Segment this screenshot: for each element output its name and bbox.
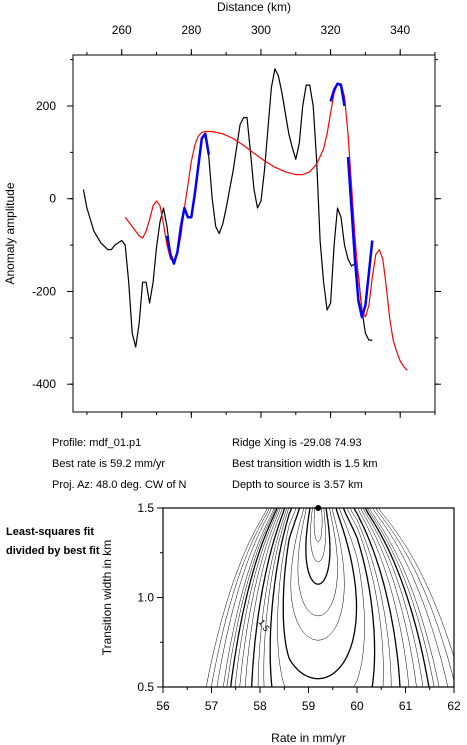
x-tick-label: 59 <box>302 699 316 713</box>
anomaly-profile-chart: 260 280 300 320 340 200 0 -200 -400 Distance (km)… <box>3 0 441 418</box>
contour-line <box>244 507 410 688</box>
model-anomaly-line <box>124 83 408 371</box>
contour-line <box>223 507 440 688</box>
projection-azimuth-label: Proj. Az: 48.0 deg. CW of N <box>52 479 187 491</box>
x-axis-title: Distance (km) <box>217 0 291 14</box>
contour-level-label: 1.5 <box>256 617 271 633</box>
contour-line <box>263 507 384 688</box>
x-tick-label: 340 <box>390 23 410 37</box>
contour-line <box>216 507 449 688</box>
x-tick-label: 300 <box>251 23 271 37</box>
contour-frame <box>162 507 455 688</box>
contour-line <box>239 507 417 688</box>
y-tick-label: 0 <box>49 192 56 206</box>
contour-line <box>269 507 376 688</box>
y-tick-label: 200 <box>36 99 56 113</box>
contour-line <box>310 507 326 563</box>
y-axis-title: Anomaly amplitude <box>3 182 17 284</box>
plot-frame <box>72 54 436 413</box>
x-tick-label: 320 <box>321 23 341 37</box>
y-tick-label: -400 <box>32 377 56 391</box>
contour-line <box>205 507 455 688</box>
x-tick-label: 57 <box>205 699 219 713</box>
y-axis-title: Transition width in km <box>100 540 114 656</box>
contour-line <box>297 507 338 617</box>
contour-line <box>305 507 331 585</box>
contour-line <box>251 507 401 688</box>
contour-lines <box>205 507 455 688</box>
contour-line <box>290 507 345 641</box>
fit-window-segment <box>329 82 346 107</box>
fit-window-segment <box>165 132 211 265</box>
x-tick-label: 62 <box>447 699 461 713</box>
depth-label: Depth to source is 3.57 km <box>232 479 363 491</box>
x-tick-label: 58 <box>253 699 267 713</box>
fit-window-segment <box>346 156 374 319</box>
y-tick-label: 0.5 <box>137 680 154 694</box>
contour-line <box>313 507 323 543</box>
x-tick-label: 60 <box>350 699 364 713</box>
x-tick-label: 280 <box>181 23 201 37</box>
best-fit-marker <box>315 505 322 511</box>
x-axis-title: Rate in mm/yr <box>271 731 346 745</box>
y-tick-label: -200 <box>32 284 56 298</box>
x-tick-label: 61 <box>399 699 413 713</box>
contour-line <box>234 507 424 688</box>
contour-line <box>211 507 455 688</box>
y-tick-label: 1.0 <box>137 591 154 605</box>
contour-line <box>277 507 365 688</box>
x-tick-label: 260 <box>112 23 132 37</box>
best-width-label: Best transition width is 1.5 km <box>232 458 378 470</box>
contour-line <box>257 507 392 687</box>
contour-line <box>230 507 430 688</box>
contour-line <box>282 507 358 680</box>
x-tick-label: 56 <box>156 699 170 713</box>
ridge-crossing-label: Ridge Xing is -29.08 74.93 <box>232 437 362 449</box>
y-tick-label: 1.5 <box>137 501 154 515</box>
misfit-description: Least-squares fit divided by best fit <box>6 526 100 557</box>
profile-label: Profile: mdf_01.p1 <box>52 437 142 449</box>
observed-anomaly-line <box>82 68 373 348</box>
best-rate-label: Best rate is 59.2 mm/yr <box>52 458 166 470</box>
contour-line <box>226 507 435 688</box>
